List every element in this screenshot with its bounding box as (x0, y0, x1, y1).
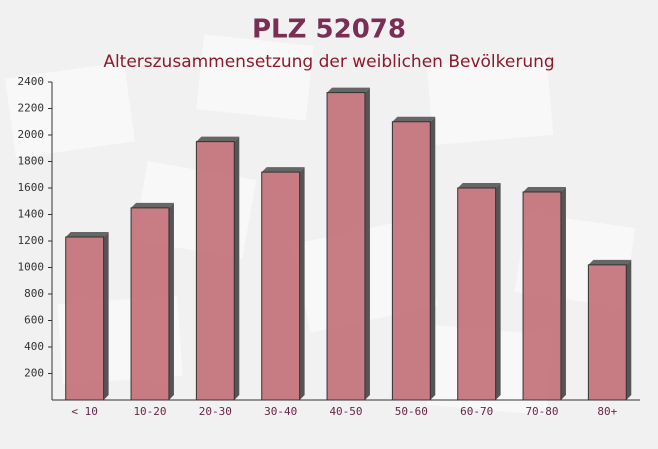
bar-side (495, 183, 501, 400)
x-tick-label: 70-80 (525, 405, 558, 418)
y-tick-label: 400 (24, 340, 44, 353)
x-tick-label: 40-50 (329, 405, 362, 418)
bar (130, 207, 170, 401)
bar-side (364, 87, 370, 400)
chart-subtitle: Alterszusammensetzung der weiblichen Bev… (103, 52, 554, 72)
bar-top (261, 167, 305, 173)
y-tick-label: 1200 (18, 234, 45, 247)
bar-side (168, 202, 174, 400)
y-tick-label: 200 (24, 367, 44, 380)
x-tick-label: 10-20 (133, 405, 166, 418)
bar (195, 141, 235, 401)
bar (457, 187, 497, 401)
x-tick-label: < 10 (71, 405, 98, 418)
bar-top (196, 136, 240, 142)
chart-title: PLZ 52078 (252, 15, 406, 45)
y-tick-label: 1000 (18, 261, 45, 274)
bar-top (327, 87, 370, 93)
bar (326, 92, 366, 401)
bar (522, 191, 562, 401)
y-tick-label: 1800 (18, 155, 45, 168)
bar-side (430, 116, 436, 400)
bar-top (65, 232, 109, 238)
y-tick-label: 2400 (18, 75, 45, 88)
bar-side (103, 232, 109, 400)
bar (587, 264, 627, 401)
y-tick-label: 1400 (18, 208, 45, 221)
bar-side (234, 136, 240, 400)
y-tick-label: 2000 (18, 128, 45, 141)
bar (65, 236, 105, 401)
x-tick-label: 50-60 (395, 405, 428, 418)
y-tick-label: 600 (24, 314, 44, 327)
y-tick-label: 1600 (18, 181, 45, 194)
bar-top (457, 183, 501, 188)
bar-top (131, 202, 174, 208)
bar-side (626, 259, 632, 400)
y-tick-label: 800 (24, 287, 44, 300)
bar-side (299, 167, 305, 400)
x-tick-label: 30-40 (264, 405, 297, 418)
x-tick-label: 60-70 (460, 405, 493, 418)
y-tick-label: 2200 (18, 102, 45, 115)
bar-top (523, 186, 566, 192)
bar-side (560, 186, 566, 400)
bar (391, 121, 431, 401)
bar-top (392, 116, 436, 122)
x-tick-label: 80+ (597, 405, 617, 418)
bar (261, 171, 301, 401)
bar-top (588, 259, 632, 265)
x-tick-label: 20-30 (199, 405, 232, 418)
